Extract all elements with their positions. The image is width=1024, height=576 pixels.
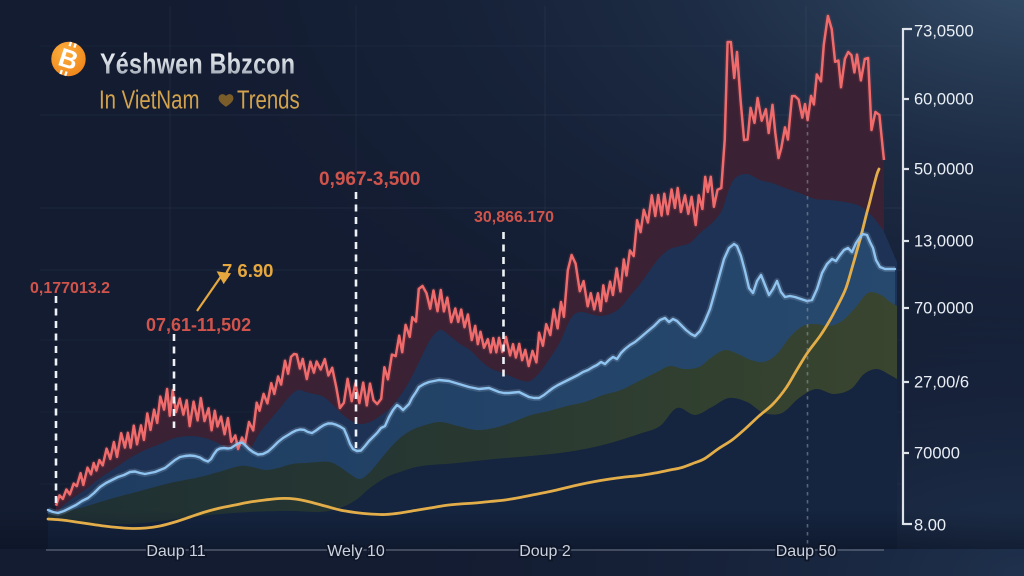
svg-text:70000: 70000 — [914, 445, 960, 463]
svg-text:13,0000: 13,0000 — [914, 233, 974, 251]
svg-text:Trends: Trends — [237, 85, 300, 114]
svg-text:0,967-3,500: 0,967-3,500 — [319, 169, 420, 190]
svg-text:50,0000: 50,0000 — [914, 161, 974, 179]
svg-text:27,00/6: 27,00/6 — [914, 374, 969, 392]
svg-text:In VietNam: In VietNam — [99, 85, 199, 114]
svg-text:70,0000: 70,0000 — [914, 300, 974, 318]
svg-text:Daup 50: Daup 50 — [776, 543, 837, 560]
svg-text:60,0000: 60,0000 — [914, 91, 974, 109]
svg-text:Wely 10: Wely 10 — [327, 543, 385, 560]
svg-text:Doup 2: Doup 2 — [519, 543, 571, 560]
svg-text:Yéshwen Bbzcon: Yéshwen Bbzcon — [100, 47, 295, 80]
svg-text:73,0500: 73,0500 — [914, 23, 974, 41]
svg-text:8.00: 8.00 — [914, 517, 946, 535]
svg-text:07,61-11,502: 07,61-11,502 — [146, 315, 251, 335]
svg-text:7 6.90: 7 6.90 — [222, 260, 273, 281]
svg-text:30,866.170: 30,866.170 — [474, 209, 554, 226]
svg-text:0,177013.2: 0,177013.2 — [30, 280, 110, 297]
svg-text:Daup 11: Daup 11 — [146, 543, 205, 560]
